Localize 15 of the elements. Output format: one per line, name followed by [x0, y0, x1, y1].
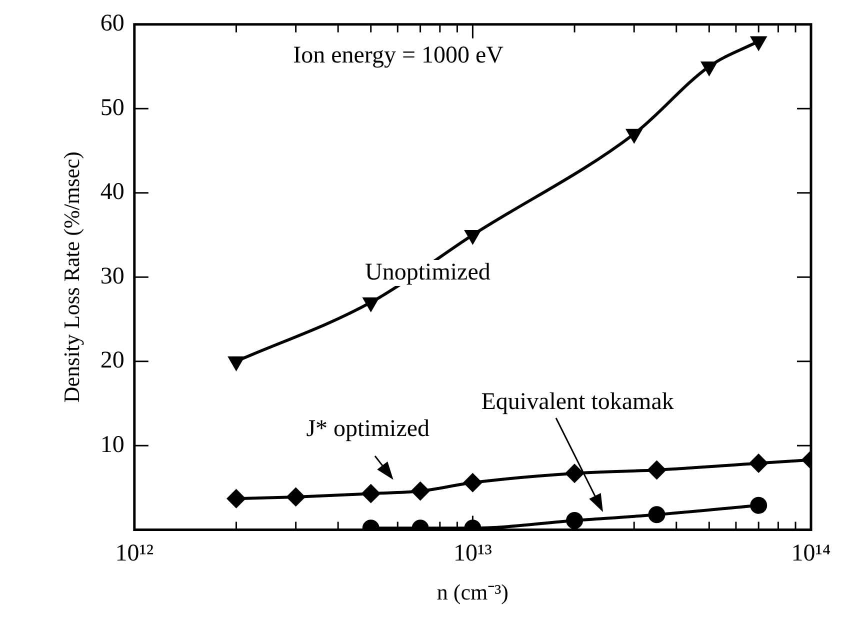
x-axis-title: n (cm⁻³) — [436, 580, 509, 605]
y-axis-title: Density Loss Rate (%/msec) — [58, 152, 84, 403]
y-tick-label: 40 — [100, 179, 124, 206]
series-label: J* optimized — [306, 416, 430, 442]
y-tick-label: 10 — [100, 432, 124, 458]
text: Equivalent tokamak — [481, 388, 674, 415]
y-tick-label: 50 — [100, 94, 124, 121]
x-tick-label: 10¹⁴ — [791, 540, 831, 566]
x-tick-label: 10¹³ — [454, 540, 492, 566]
series-label: Unoptimized — [365, 259, 490, 286]
y-tick-label: 20 — [100, 348, 124, 374]
x-tick-label: 10¹² — [115, 540, 154, 566]
y-tick-label: 30 — [100, 263, 124, 290]
y-tick-label: 60 — [100, 10, 124, 37]
annotation: Ion energy = 1000 eV — [293, 42, 504, 69]
